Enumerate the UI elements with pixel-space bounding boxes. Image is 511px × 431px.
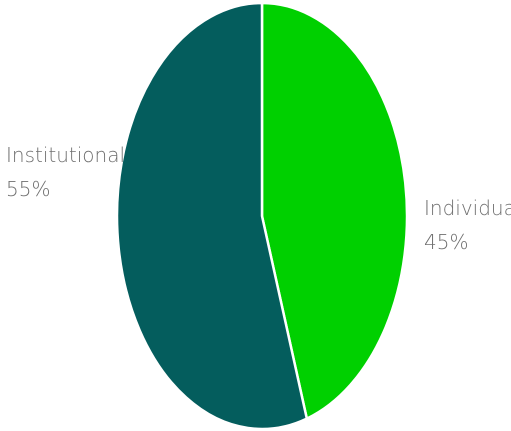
pie-slice-individual: [260, 1, 409, 420]
pie-slice-institutional: [115, 1, 309, 431]
label-individual-value: 45%: [424, 230, 468, 254]
label-institutional-name: Institutional: [6, 143, 125, 167]
label-individual-name: Individual: [424, 196, 511, 220]
pie-slices: [115, 1, 409, 431]
label-institutional-value: 55%: [6, 177, 50, 201]
